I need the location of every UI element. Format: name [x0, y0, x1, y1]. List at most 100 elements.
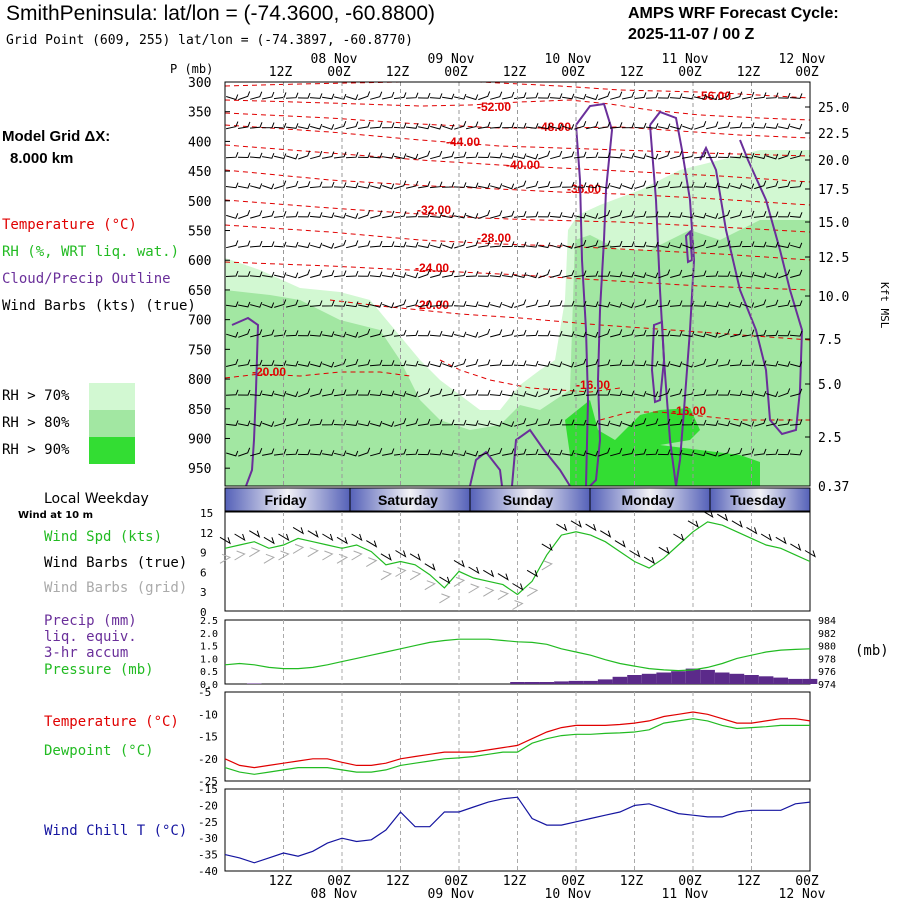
pressure-tick-label: 600 — [188, 254, 211, 269]
wind-barb — [358, 182, 371, 189]
wind-barb — [465, 270, 479, 277]
wind-barb — [550, 123, 563, 130]
wind-barb — [633, 272, 647, 278]
wind-barb — [621, 360, 635, 366]
temperature-contour — [225, 261, 810, 291]
temperature-contour — [225, 124, 810, 157]
top-date-label: 09 Nov — [428, 52, 475, 67]
wind-barb — [526, 391, 539, 398]
wind-barb — [621, 241, 635, 248]
wind-barb — [309, 330, 323, 337]
wind-barb — [525, 299, 539, 308]
wind-barb — [706, 94, 719, 101]
wind-barb — [634, 299, 647, 308]
wind-barb — [537, 449, 551, 456]
temperature-tick: -5 — [198, 686, 211, 699]
legend-rh90-label: RH > 90% — [2, 442, 70, 458]
wind-barb — [669, 330, 683, 337]
wind-barb — [585, 152, 599, 159]
bottom-date-label: 08 Nov — [311, 887, 358, 900]
wind-barb — [358, 210, 371, 219]
wind-barb — [358, 447, 371, 457]
wind-barb — [670, 388, 683, 397]
wind-barb — [406, 272, 419, 279]
bottom-date-label: 12 Nov — [779, 887, 826, 900]
wind-barb — [669, 212, 683, 218]
wind-barb — [225, 389, 239, 396]
wind-barb — [310, 242, 323, 249]
wind-barb — [225, 121, 239, 130]
wind-barb — [729, 240, 743, 248]
wind-barb — [765, 123, 779, 129]
wind-barb — [538, 150, 551, 160]
wind-barb — [573, 182, 587, 188]
precip-tick: 1.5 — [200, 642, 218, 653]
pressure-tick-label: 300 — [188, 76, 211, 91]
grid-wind-barb — [409, 570, 422, 581]
temperature-contour-label: -44.00 — [446, 135, 480, 149]
wind-barb — [610, 302, 623, 308]
precip-bar — [685, 668, 701, 684]
temperature-tick: -15 — [198, 731, 218, 744]
wind-barb — [430, 242, 443, 249]
wind-barb — [573, 301, 587, 307]
wind-barb — [502, 448, 515, 456]
wind-barb — [225, 359, 239, 367]
wind-barb — [789, 212, 803, 218]
wind-barb — [369, 122, 383, 129]
surface-wind-barb — [643, 556, 656, 565]
wind-barb — [573, 389, 587, 397]
wind-barb — [225, 270, 239, 277]
wind-barb — [790, 388, 803, 397]
surface-wind-barb — [322, 533, 334, 542]
wind-barb — [609, 122, 623, 129]
wind-barb — [682, 212, 695, 219]
wind-barb — [765, 211, 779, 218]
wind-barb — [333, 93, 347, 100]
wind-barb — [250, 91, 263, 100]
temperature-contour-label: -20.00 — [415, 298, 449, 312]
wind-barb — [585, 240, 599, 249]
wind-barb — [285, 449, 299, 456]
wind-barb — [730, 420, 743, 427]
wind-barb — [381, 360, 395, 366]
wind-barb — [310, 123, 323, 130]
surface-wind-barb — [468, 566, 480, 575]
grid-wind-barb — [439, 593, 451, 604]
wind-barb — [261, 122, 275, 129]
precip-bar — [788, 678, 803, 684]
wind-barb — [693, 182, 707, 188]
pressure-tick: 974 — [818, 680, 836, 691]
wind-barb — [250, 302, 263, 308]
wind-barb — [669, 419, 683, 426]
grid-wind-barb — [512, 600, 524, 610]
wind-barb — [310, 150, 323, 160]
kft-tick-label: 20.0 — [818, 154, 849, 169]
wind-barb — [585, 121, 599, 130]
kft-tick-label: 0.37 — [818, 480, 849, 495]
wind-barb — [585, 359, 599, 367]
wind-barb — [238, 182, 251, 189]
wind-barb — [742, 271, 755, 278]
wind-barb — [441, 300, 455, 307]
wind-barb — [489, 152, 503, 159]
wind-barb — [705, 182, 719, 189]
wind-barb — [718, 301, 731, 308]
kft-axis-title: Kft MSL — [878, 282, 891, 329]
wind-barb — [394, 299, 407, 308]
wind-barb — [633, 122, 647, 129]
rh90-region — [565, 400, 760, 486]
cloud-outline — [650, 320, 666, 404]
surface-wind-barb — [497, 573, 509, 581]
wind-barb — [646, 391, 659, 398]
bottom-hour-label: 12Z — [269, 874, 293, 889]
surface-wind-barb — [292, 526, 305, 535]
wind-barb — [742, 390, 755, 397]
wind-barb — [753, 448, 767, 456]
legend-rh: RH (%, WRT liq. wat.) — [2, 244, 180, 260]
temperature-contour — [225, 169, 810, 206]
wind-10m-label: Wind at 10 m — [18, 510, 94, 521]
wind-barb — [670, 123, 683, 130]
wind-barb — [622, 271, 635, 278]
temperature-tick: -20 — [198, 753, 218, 766]
